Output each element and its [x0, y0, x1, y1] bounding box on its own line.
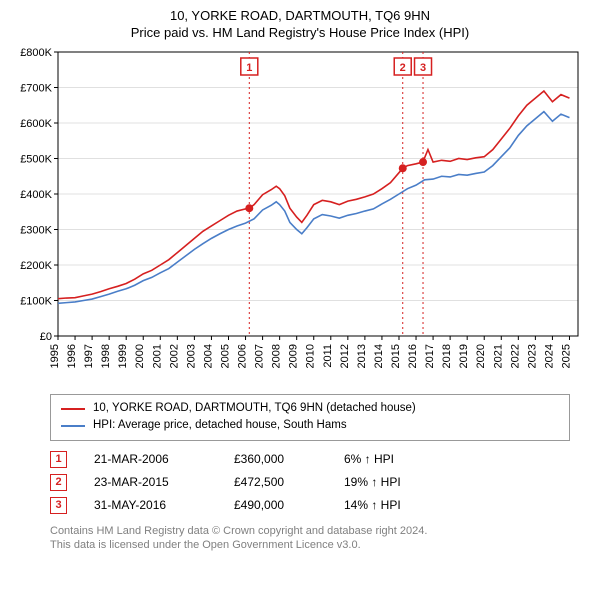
x-tick-label: 2017: [424, 344, 436, 368]
sale-marker-number: 1: [246, 62, 252, 74]
sale-price: £490,000: [234, 498, 334, 512]
chart-container: 10, YORKE ROAD, DARTMOUTH, TQ6 9HN Price…: [0, 0, 600, 590]
legend-label: 10, YORKE ROAD, DARTMOUTH, TQ6 9HN (deta…: [93, 400, 416, 417]
x-tick-label: 2012: [339, 344, 351, 368]
series-property: [58, 91, 569, 299]
y-tick-label: £600K: [20, 118, 52, 130]
x-tick-label: 2004: [202, 344, 214, 368]
legend-swatch: [61, 408, 85, 410]
legend: 10, YORKE ROAD, DARTMOUTH, TQ6 9HN (deta…: [50, 394, 570, 441]
y-tick-label: £400K: [20, 189, 52, 201]
sale-marker-number: 3: [420, 62, 426, 74]
x-tick-label: 2021: [492, 344, 504, 368]
x-tick-label: 2018: [441, 344, 453, 368]
x-tick-label: 2024: [543, 344, 555, 368]
sale-marker-dot: [399, 164, 407, 172]
y-tick-label: £500K: [20, 154, 52, 166]
x-tick-label: 2002: [168, 344, 180, 368]
attribution-line-2: This data is licensed under the Open Gov…: [50, 538, 570, 553]
x-tick-label: 2023: [526, 344, 538, 368]
sale-delta: 6% ↑ HPI: [344, 452, 464, 466]
legend-swatch: [61, 425, 85, 427]
title-block: 10, YORKE ROAD, DARTMOUTH, TQ6 9HN Price…: [10, 8, 590, 40]
address-title: 10, YORKE ROAD, DARTMOUTH, TQ6 9HN: [10, 8, 590, 23]
x-tick-label: 2025: [560, 344, 572, 368]
x-tick-label: 2007: [254, 344, 266, 368]
x-tick-label: 2003: [185, 344, 197, 368]
legend-row: 10, YORKE ROAD, DARTMOUTH, TQ6 9HN (deta…: [61, 400, 559, 417]
sale-marker-dot: [245, 204, 253, 212]
sale-row: 1 21-MAR-2006 £360,000 6% ↑ HPI: [50, 451, 570, 468]
y-tick-label: £700K: [20, 83, 52, 95]
x-tick-label: 2016: [407, 344, 419, 368]
attribution: Contains HM Land Registry data © Crown c…: [50, 524, 570, 554]
y-tick-label: £800K: [20, 47, 52, 59]
y-tick-label: £200K: [20, 260, 52, 272]
attribution-line-1: Contains HM Land Registry data © Crown c…: [50, 524, 570, 539]
x-tick-label: 1998: [100, 344, 112, 368]
sale-marker-box: 2: [50, 474, 67, 491]
x-tick-label: 2001: [151, 344, 163, 368]
x-tick-label: 1995: [49, 344, 61, 368]
sale-date: 23-MAR-2015: [94, 475, 224, 489]
x-tick-label: 2005: [219, 344, 231, 368]
sale-date: 31-MAY-2016: [94, 498, 224, 512]
sale-marker-dot: [419, 158, 427, 166]
x-tick-label: 2020: [475, 344, 487, 368]
sale-marker-number: 2: [400, 62, 406, 74]
y-tick-label: £100K: [20, 296, 52, 308]
x-tick-label: 2006: [237, 344, 249, 368]
sales-table: 1 21-MAR-2006 £360,000 6% ↑ HPI 2 23-MAR-2015…: [50, 451, 570, 514]
sale-price: £472,500: [234, 475, 334, 489]
x-tick-label: 2014: [373, 344, 385, 368]
x-tick-label: 2010: [305, 344, 317, 368]
x-tick-label: 2000: [134, 344, 146, 368]
x-tick-label: 2009: [288, 344, 300, 368]
x-tick-label: 2015: [390, 344, 402, 368]
sale-delta: 14% ↑ HPI: [344, 498, 464, 512]
legend-row: HPI: Average price, detached house, Sout…: [61, 417, 559, 434]
x-tick-label: 1997: [83, 344, 95, 368]
sale-price: £360,000: [234, 452, 334, 466]
sale-row: 3 31-MAY-2016 £490,000 14% ↑ HPI: [50, 497, 570, 514]
x-tick-label: 2011: [322, 344, 334, 368]
x-tick-label: 2013: [356, 344, 368, 368]
legend-label: HPI: Average price, detached house, Sout…: [93, 417, 347, 434]
x-tick-label: 2019: [458, 344, 470, 368]
y-tick-label: £300K: [20, 225, 52, 237]
y-tick-label: £0: [40, 331, 52, 343]
sale-delta: 19% ↑ HPI: [344, 475, 464, 489]
sale-date: 21-MAR-2006: [94, 452, 224, 466]
series-hpi: [58, 112, 569, 304]
sale-marker-box: 3: [50, 497, 67, 514]
sale-marker-box: 1: [50, 451, 67, 468]
line-chart-svg: £0 £100K £200K £300K £400K £500K £600K £700K £80…: [10, 46, 590, 386]
chart-area: £0 £100K £200K £300K £400K £500K £600K £700K £80…: [10, 46, 590, 386]
x-tick-label: 2008: [271, 344, 283, 368]
x-tick-label: 1999: [117, 344, 129, 368]
x-tick-label: 2022: [509, 344, 521, 368]
x-tick-label: 1996: [66, 344, 78, 368]
chart-subtitle: Price paid vs. HM Land Registry's House …: [10, 25, 590, 40]
sale-row: 2 23-MAR-2015 £472,500 19% ↑ HPI: [50, 474, 570, 491]
